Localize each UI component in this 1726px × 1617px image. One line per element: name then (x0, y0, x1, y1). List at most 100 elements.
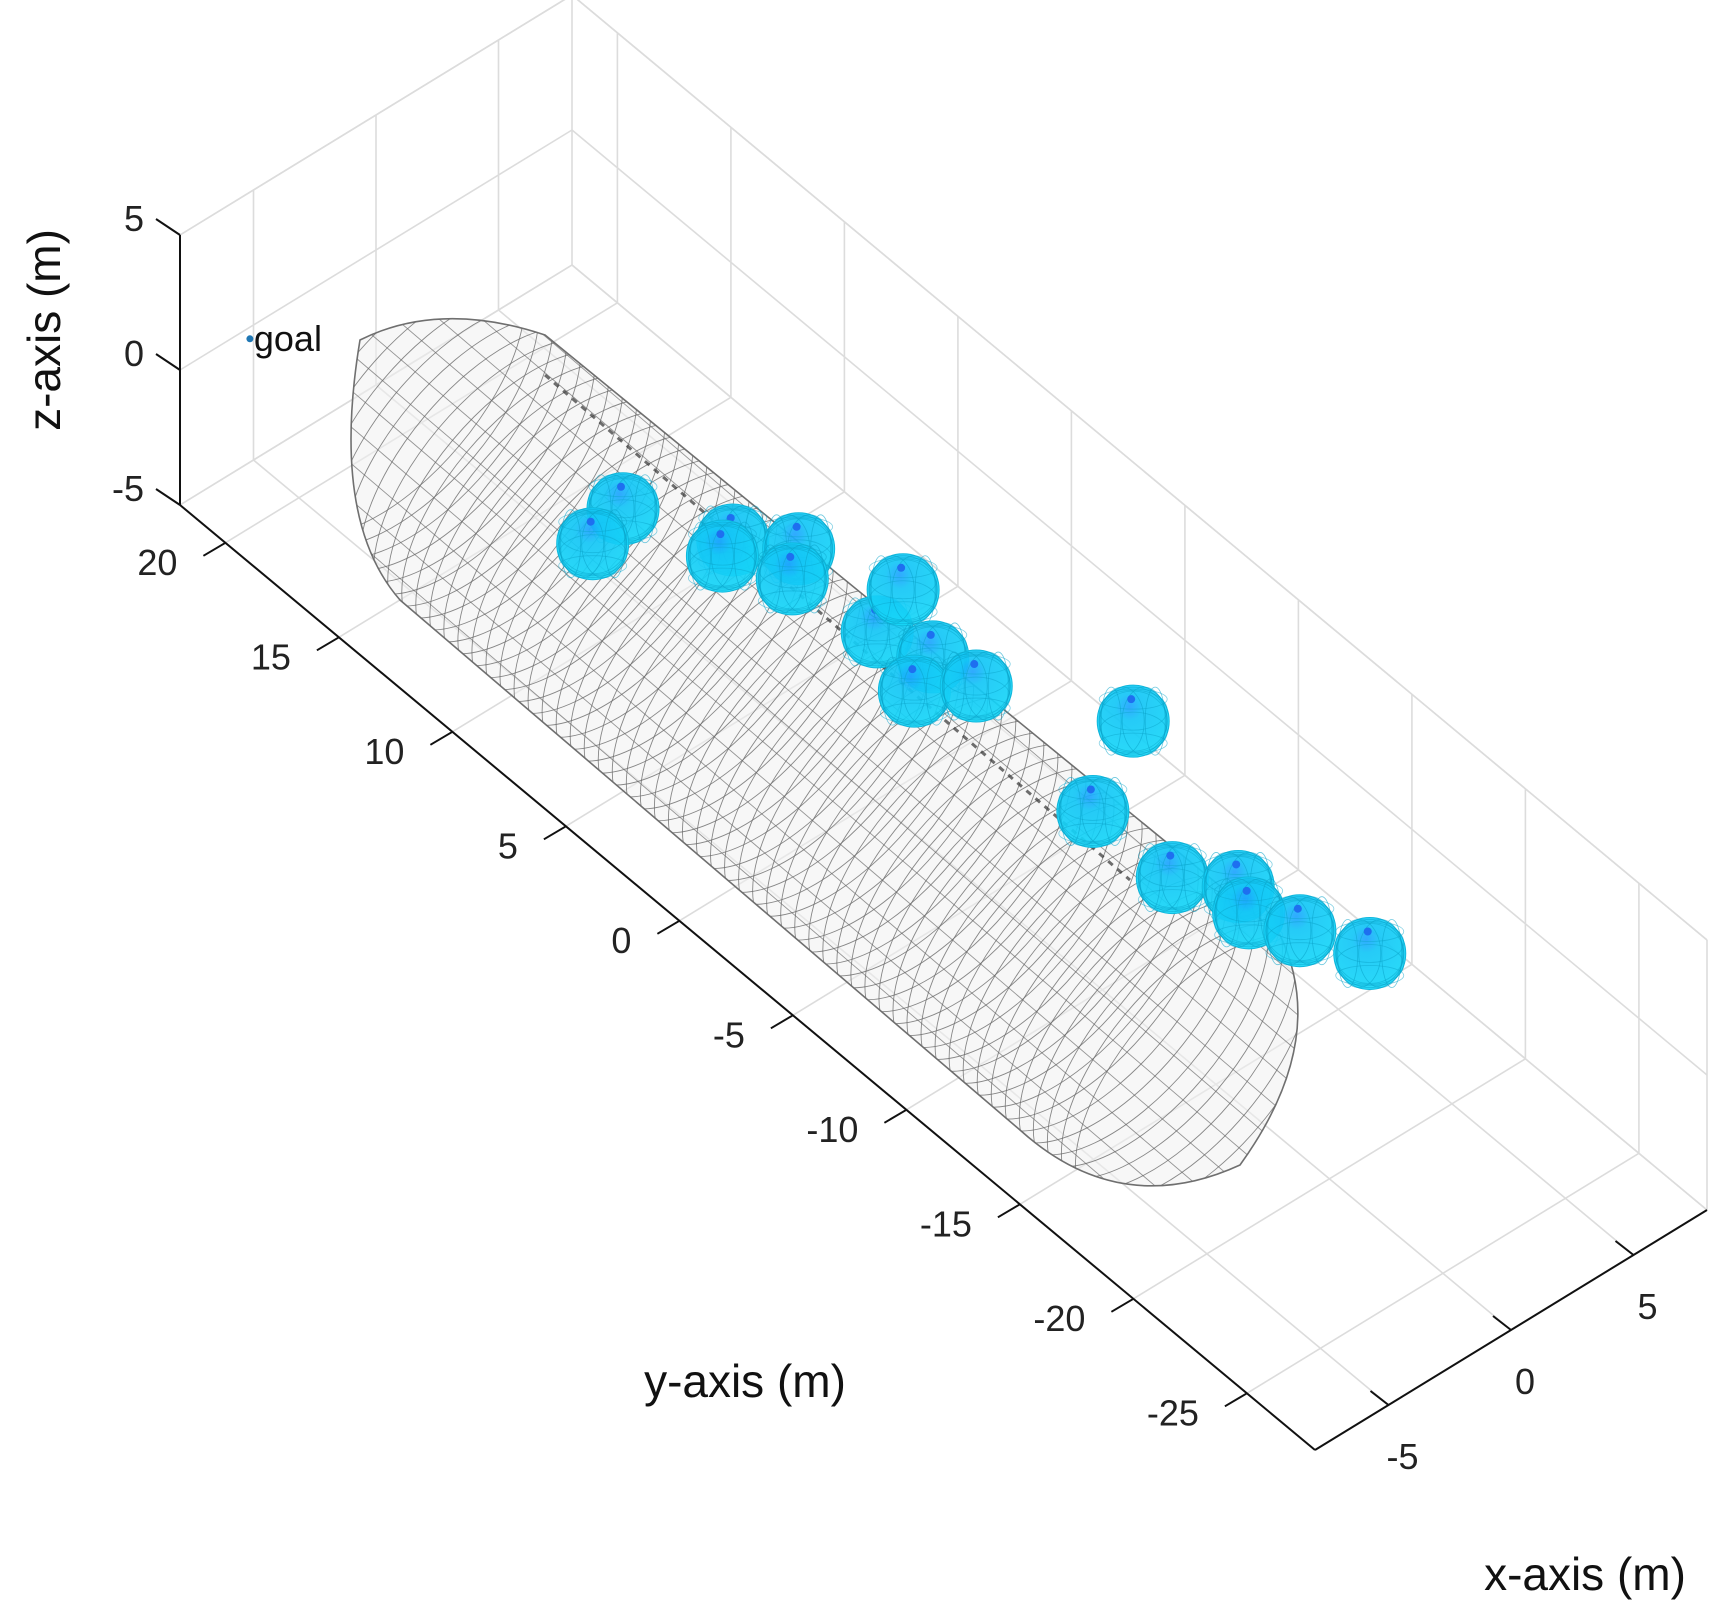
sphere-parallel (1335, 965, 1405, 986)
sphere-parallel (898, 624, 968, 646)
sphere-pole (586, 517, 595, 526)
sphere-parallel (688, 546, 757, 588)
x-tick-label: 5 (1637, 1286, 1657, 1327)
sphere-pole (1127, 695, 1136, 704)
sphere-pole (1363, 927, 1372, 936)
sphere-meridian (690, 521, 711, 591)
sphere-parallel (868, 601, 938, 623)
sphere-meridian (1216, 878, 1238, 948)
capsule-meridian (351, 375, 1298, 1186)
sphere-meridian (1358, 919, 1404, 988)
sphere-parallel (558, 512, 628, 554)
obstacle-sphere (1333, 917, 1407, 990)
capsule-meridian (367, 331, 1298, 1186)
capsule-meridian (351, 463, 1287, 1186)
sphere-meridian (881, 656, 903, 726)
capsule-meridian (384, 318, 1298, 1180)
sphere-parallel (1058, 779, 1128, 800)
sphere-meridian (634, 474, 656, 544)
sphere-parallel (688, 523, 757, 545)
wall-grid-line (179, 129, 573, 371)
sphere-pole (897, 563, 906, 572)
sphere-meridian (1336, 919, 1382, 988)
y-tick-mark (202, 541, 226, 557)
sphere-pole (908, 665, 917, 674)
sphere-pole (1086, 785, 1095, 794)
sphere-body (939, 649, 1013, 723)
sphere-meridian (1081, 777, 1127, 846)
obstacle-sphere (1056, 774, 1130, 848)
sphere-parallel (757, 547, 827, 589)
sphere-pole (970, 660, 979, 669)
sphere-parallel (588, 476, 658, 498)
sphere-parallel (941, 653, 1011, 675)
sphere-meridian (1215, 878, 1261, 948)
z-axis-title: z-axis (m) (18, 229, 70, 431)
sphere-meridian (1138, 843, 1184, 912)
tick-labels: 20 15 10 5 0 -5 -10 -15 -20 -25 -5 0 5 5 0 -5 (112, 198, 1658, 1477)
sphere-parallel (1098, 689, 1168, 731)
obstacle-sphere (1263, 894, 1337, 968)
sphere-parallel (1137, 845, 1207, 866)
z-tick-label: 0 (124, 333, 144, 374)
sphere-parallel (1098, 732, 1168, 754)
wall-grid-line (571, 129, 1708, 1076)
obstacle-sphere (939, 649, 1013, 723)
sphere-meridian (1311, 896, 1333, 966)
sphere-meridian (604, 509, 626, 579)
capsule-spine (544, 373, 1131, 882)
sphere-body (866, 553, 940, 627)
sphere-meridian (1104, 777, 1126, 846)
sphere-meridian (759, 544, 781, 614)
sphere-meridian (1060, 777, 1082, 846)
y-tick-label: 5 (498, 825, 518, 866)
box-edge (179, 0, 566, 236)
y-tick-mark (543, 825, 567, 841)
sphere-pole (1293, 904, 1302, 913)
sphere-meridian (689, 521, 734, 591)
sphere-meridian (1381, 919, 1403, 988)
sphere-parallel (1098, 711, 1168, 753)
obstacle-sphere (1096, 684, 1170, 758)
y-axis-title: y-axis (m) (644, 1355, 846, 1407)
axis-lines (155, 218, 1708, 1451)
sphere-meridian (880, 656, 926, 726)
sphere-meridian (1288, 896, 1334, 966)
sphere-parallel (764, 516, 834, 538)
sphere-parallel (588, 477, 658, 519)
sphere-meridian (1121, 686, 1167, 756)
sphere-pole (792, 522, 801, 531)
sphere-meridian (1144, 686, 1166, 756)
sphere-meridian (843, 597, 889, 667)
sphere-parallel (1265, 898, 1335, 920)
sphere-meridian (711, 521, 756, 591)
y-tick-mark (883, 1108, 907, 1124)
capsule-meridian (351, 419, 1298, 1186)
y-tick-mark (770, 1014, 794, 1030)
sphere-pole (617, 482, 625, 491)
obstacle-sphere (866, 553, 940, 627)
sphere-meridian (943, 651, 965, 721)
sphere-meridian (1337, 919, 1359, 988)
capsule-meridian (351, 441, 1298, 1186)
sphere-meridian (559, 509, 605, 579)
y-tick-label: 0 (611, 920, 631, 961)
sphere-meridian (964, 651, 1010, 721)
sphere-meridian (844, 597, 866, 667)
sphere-parallel (1265, 921, 1335, 963)
sphere-meridian (1139, 843, 1161, 912)
y-tick-label: -25 (1147, 1392, 1199, 1433)
sphere-parallel (558, 555, 628, 577)
sphere-parallel (1203, 854, 1273, 875)
y-tick-mark (1110, 1297, 1134, 1313)
obstacle-sphere (556, 507, 630, 581)
capsule-meridian (351, 397, 1298, 1186)
sphere-meridian (803, 544, 825, 614)
z-tick-mark (155, 488, 181, 506)
capsule-ring (1075, 935, 1298, 1186)
sphere-parallel (757, 590, 827, 612)
sphere-meridian (560, 509, 582, 579)
sphere-parallel (1058, 823, 1128, 844)
